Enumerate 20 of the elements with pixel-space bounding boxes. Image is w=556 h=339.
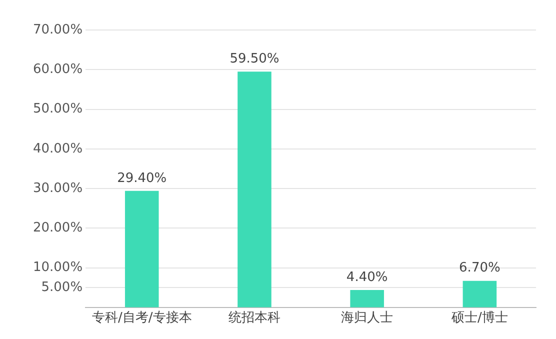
data-label: 4.40%	[346, 270, 388, 285]
y-tick-label: 40.00%	[32, 141, 83, 156]
x-tick-label: 专科/自考/专接本	[92, 310, 192, 326]
y-tick-label: 70.00%	[32, 22, 83, 38]
y-tick-label: 30.00%	[32, 180, 83, 196]
y-tick-label: 5.00%	[41, 280, 83, 295]
x-tick-label: 硕士/博士	[450, 310, 508, 326]
x-tick-label: 统招本科	[228, 310, 280, 326]
y-tick-label: 20.00%	[32, 220, 83, 236]
y-tick-label: 50.00%	[32, 102, 83, 117]
bar	[124, 190, 159, 308]
bar	[238, 72, 272, 308]
data-label: 59.50%	[230, 51, 280, 66]
y-tick-label: 10.00%	[32, 260, 83, 276]
bar	[350, 290, 384, 308]
x-tick-label: 海归人士	[341, 310, 394, 326]
data-label: 29.40%	[117, 170, 167, 186]
data-label: 6.70%	[459, 260, 500, 276]
y-tick-label: 60.00%	[32, 62, 83, 78]
bar	[462, 280, 497, 308]
